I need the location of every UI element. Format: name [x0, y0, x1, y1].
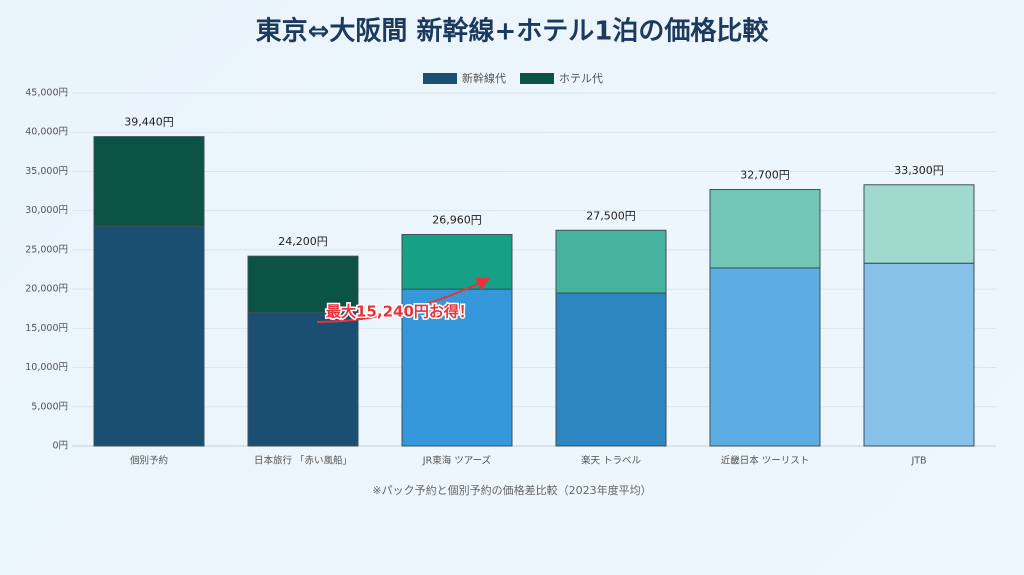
y-tick-label: 5,000円 [31, 401, 68, 412]
total-label: 26,960円 [432, 214, 482, 227]
bar-segment [709, 188, 821, 269]
annotation-arrow [316, 277, 491, 323]
x-tick-label: 個別予約 [130, 455, 168, 467]
bar-segment [401, 234, 513, 290]
bar-segment [247, 312, 359, 447]
bar-segment [863, 262, 975, 447]
x-tick-label: JTB [910, 456, 926, 467]
chart-title: 東京⇔大阪間 新幹線+ホテル1泊の価格比較 [256, 16, 770, 47]
x-tick-label: JR東海 ツアーズ [422, 455, 492, 467]
total-label: 32,700円 [740, 168, 790, 181]
x-tick-label: 日本旅行 「赤い風船」 [254, 455, 352, 467]
bar-segment [555, 292, 667, 447]
y-tick-label: 40,000円 [25, 127, 68, 138]
legend-swatch [423, 73, 457, 84]
total-label: 24,200円 [278, 235, 328, 248]
bar-segment [93, 225, 205, 447]
y-tick-label: 15,000円 [25, 323, 68, 334]
x-tick-label: 楽天 トラベル [581, 455, 642, 467]
bar-segment [555, 229, 667, 294]
annotation: 最大15,240円お得！ [326, 303, 474, 321]
y-tick-label: 25,000円 [25, 244, 68, 255]
y-tick-label: 30,000円 [25, 205, 68, 216]
bar-segment [863, 184, 975, 264]
y-tick-label: 35,000円 [25, 166, 68, 177]
legend-label: 新幹線代 [462, 71, 506, 85]
footnote: ※パック予約と個別予約の価格差比較（2023年度平均） [372, 483, 651, 497]
y-tick-label: 45,000円 [25, 88, 68, 99]
y-tick-label: 0円 [52, 441, 68, 452]
total-label: 39,440円 [124, 116, 174, 129]
legend-label: ホテル代 [559, 72, 603, 85]
bar-segment [709, 267, 821, 447]
bar-segment [93, 136, 205, 227]
y-tick-label: 20,000円 [25, 284, 68, 295]
total-label: 27,500円 [586, 209, 636, 222]
total-label: 33,300円 [894, 164, 944, 177]
bar-segment [247, 255, 359, 314]
x-tick-label: 近畿日本 ツーリスト [721, 455, 810, 467]
y-tick-label: 10,000円 [25, 362, 68, 373]
bar-segment [401, 288, 513, 447]
legend-swatch [520, 73, 554, 84]
